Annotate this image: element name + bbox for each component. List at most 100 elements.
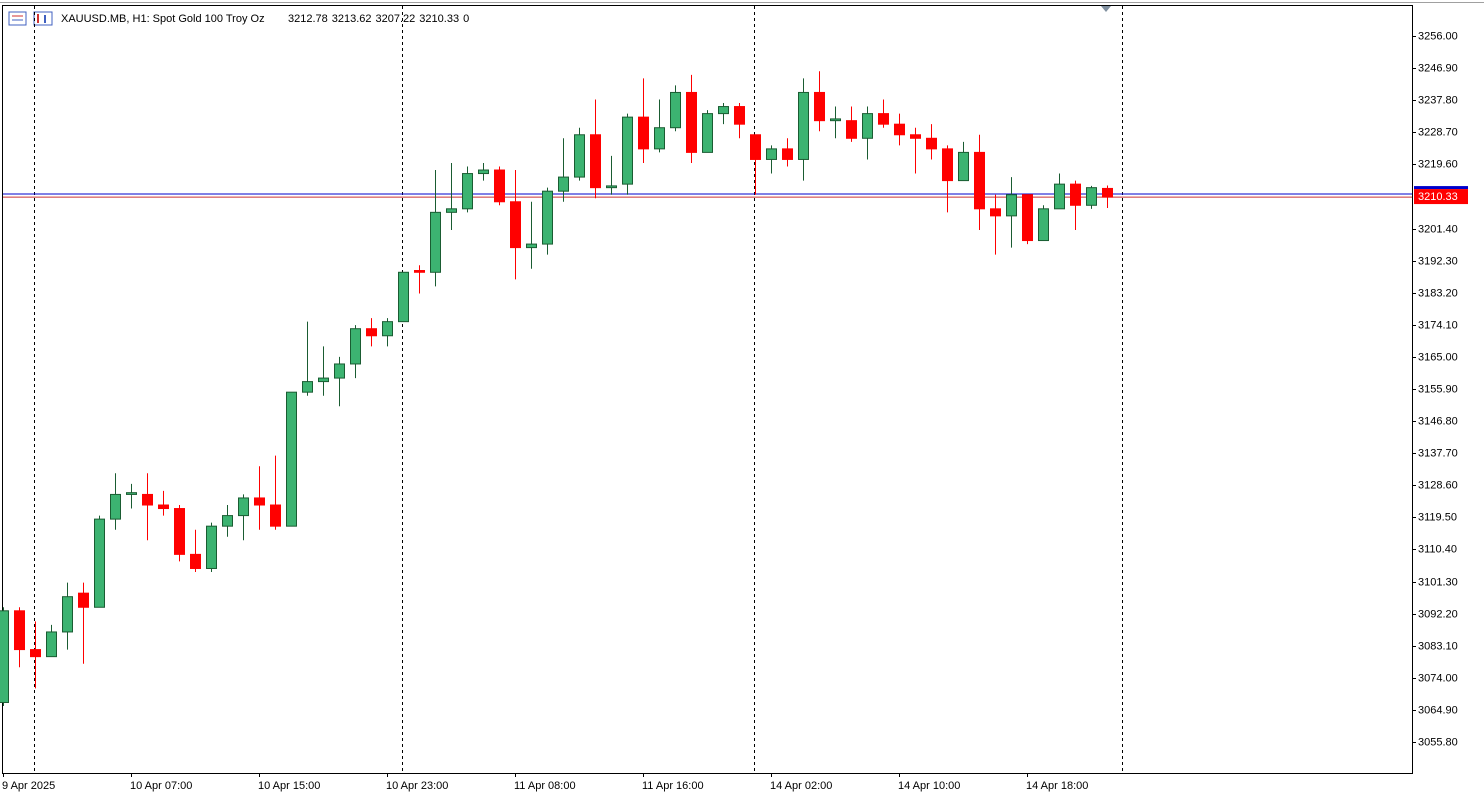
- y-tick-label: 3083.10: [1418, 640, 1458, 652]
- candle-body: [206, 525, 217, 569]
- candle-body: [494, 169, 505, 203]
- y-tick-label: 3128.60: [1418, 479, 1458, 491]
- y-tick-label: 3246.90: [1418, 62, 1458, 74]
- candle-body: [782, 148, 793, 160]
- shift-marker: [1101, 6, 1111, 12]
- y-tick-label: 3055.80: [1418, 736, 1458, 748]
- price-tag-ask: [1414, 186, 1468, 190]
- x-tick-label: 11 Apr 16:00: [642, 780, 704, 792]
- price-tag-label: 3210.33: [1418, 191, 1458, 203]
- candle-body: [78, 592, 89, 608]
- x-tick-label: 10 Apr 15:00: [258, 780, 320, 792]
- candle-body: [238, 497, 249, 517]
- candle-body: [926, 137, 937, 150]
- x-tick-label: 10 Apr 23:00: [386, 780, 448, 792]
- candle-body: [1038, 208, 1049, 242]
- y-tick-label: 3219.60: [1418, 158, 1458, 170]
- y-tick-label: 3119.50: [1418, 511, 1457, 523]
- candle-body: [814, 91, 825, 122]
- candle-body: [462, 173, 473, 210]
- candle-body: [910, 134, 921, 139]
- y-tick-label: 3237.80: [1418, 94, 1458, 106]
- candle-body: [622, 116, 633, 185]
- header-icons: [8, 11, 53, 26]
- candle-body: [0, 610, 9, 703]
- candle-body: [878, 113, 889, 125]
- candle-body: [862, 113, 873, 139]
- y-tick-label: 3137.70: [1418, 447, 1458, 459]
- candle-body: [270, 504, 281, 527]
- x-tick-label: 14 Apr 10:00: [898, 780, 960, 792]
- candle-body: [670, 91, 681, 129]
- candle-body: [142, 493, 153, 506]
- candle-body: [1086, 187, 1097, 206]
- candle-body: [446, 208, 457, 213]
- candle-body: [638, 116, 649, 150]
- candle-body: [366, 328, 377, 337]
- y-tick-label: 3192.30: [1418, 255, 1458, 267]
- candle-body: [46, 631, 57, 658]
- price-tag: [1414, 189, 1468, 205]
- candle-body: [478, 169, 489, 175]
- y-tick-label: 3155.90: [1418, 383, 1458, 395]
- candle-body: [990, 208, 1001, 217]
- candle-body: [574, 134, 585, 178]
- x-tick-label: 11 Apr 08:00: [514, 780, 576, 792]
- candle-body: [846, 120, 857, 139]
- y-tick-label: 3110.40: [1418, 543, 1457, 555]
- candle-body: [398, 271, 409, 323]
- chart-title: XAUUSD.MB, H1: Spot Gold 100 Troy Oz: [61, 13, 265, 25]
- candle-body: [542, 190, 553, 245]
- y-tick-label: 3101.30: [1418, 576, 1458, 588]
- candle-body: [654, 127, 665, 150]
- candle-body: [830, 118, 841, 122]
- candle-body: [974, 151, 985, 210]
- candle-body: [174, 508, 185, 555]
- candle-body: [158, 504, 169, 510]
- candle-body: [430, 211, 441, 273]
- candle-body: [254, 497, 265, 506]
- candle-body: [110, 493, 121, 520]
- candle-body: [14, 610, 25, 651]
- header-value: 3207.22: [376, 13, 416, 25]
- candle-body: [190, 553, 201, 569]
- x-tick-label: 14 Apr 02:00: [770, 780, 832, 792]
- y-tick-label: 3165.00: [1418, 351, 1458, 363]
- x-tick-label: 9 Apr 2025: [2, 780, 55, 792]
- y-tick-label: 3146.80: [1418, 415, 1458, 427]
- candle-body: [702, 113, 713, 153]
- candle-body: [350, 328, 361, 365]
- header-value: 3213.62: [332, 13, 372, 25]
- y-tick-label: 3201.40: [1418, 223, 1458, 235]
- candle-body: [734, 106, 745, 125]
- candle-body: [382, 321, 393, 337]
- candle-body: [1054, 183, 1065, 210]
- candle-body: [1022, 194, 1033, 242]
- period-separators: [34, 6, 1123, 773]
- candle-body: [942, 148, 953, 182]
- candle-body: [718, 106, 729, 115]
- candle-body: [62, 596, 73, 633]
- candle-body: [286, 391, 297, 527]
- candle-body: [334, 363, 345, 379]
- candle-body: [958, 151, 969, 182]
- x-tick-label: 14 Apr 18:00: [1026, 780, 1088, 792]
- header-value: 3210.33: [419, 13, 459, 25]
- y-tick-label: 3183.20: [1418, 287, 1458, 299]
- candle-body: [1102, 187, 1113, 198]
- candle-body: [94, 518, 105, 608]
- y-tick-label: 3256.00: [1418, 30, 1458, 42]
- candle-body: [510, 201, 521, 249]
- y-tick-label: 3174.10: [1418, 319, 1458, 331]
- candle-body: [414, 270, 425, 273]
- candle-body: [686, 91, 697, 153]
- candle-body: [1070, 183, 1081, 206]
- candle-body: [30, 649, 41, 658]
- candle-body: [766, 148, 777, 160]
- candle-body: [894, 123, 905, 136]
- candle-body: [1006, 194, 1017, 217]
- candle-body: [750, 134, 761, 160]
- candle-body: [798, 91, 809, 160]
